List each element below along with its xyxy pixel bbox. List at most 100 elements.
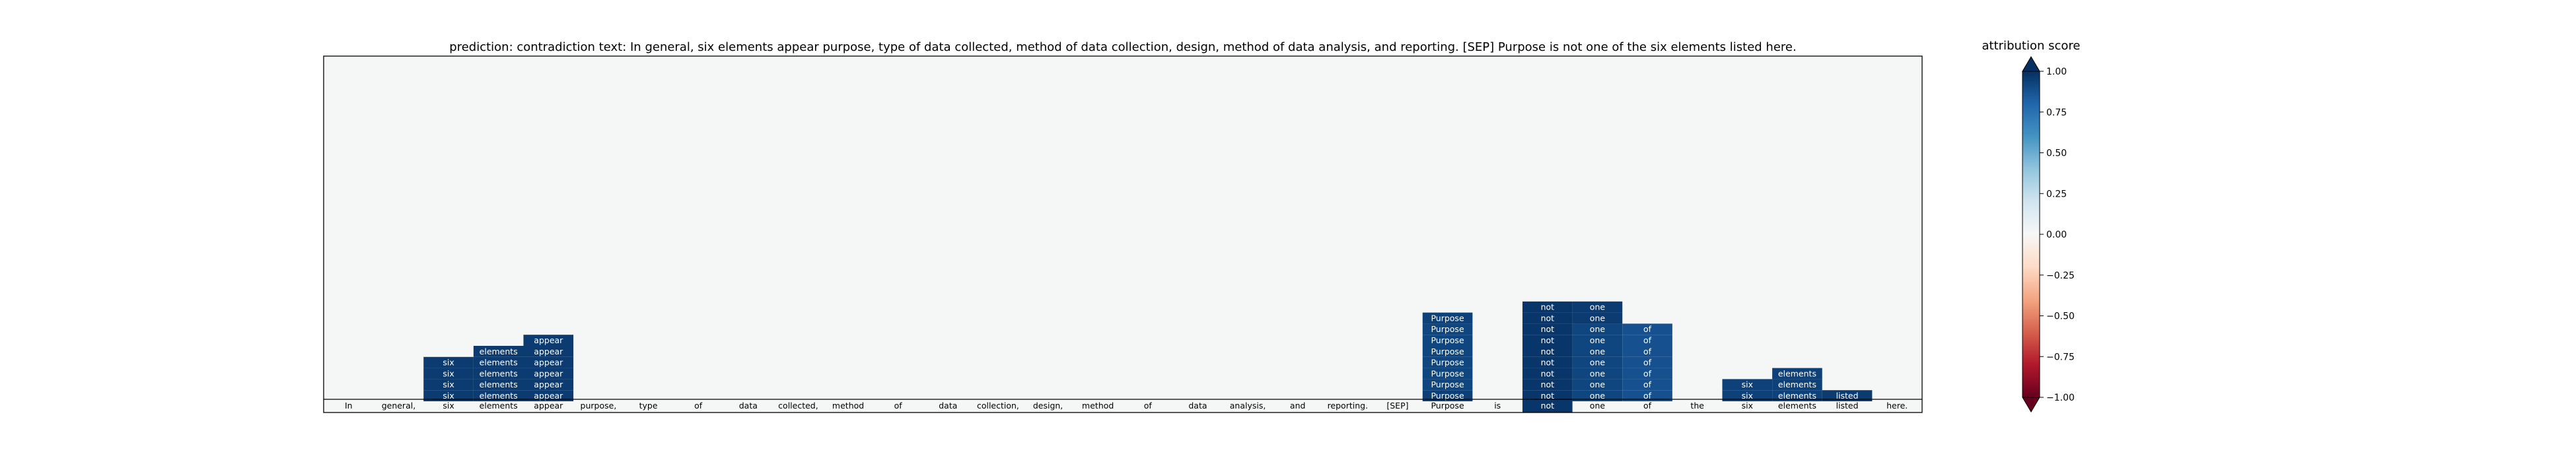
colorbar-tick-label: 0.00	[2046, 230, 2067, 240]
attribution-cell	[1572, 379, 1623, 391]
token-label: not	[1541, 401, 1555, 411]
colorbar: attribution score 1.00 0.75 0.50 0.25 0.00 −0…	[1982, 39, 2081, 412]
heatmap-cells: In general, six elements appear purpose, type o…	[345, 301, 1908, 412]
attribution-cell-label: of	[1643, 335, 1652, 345]
attribution-cell	[1422, 368, 1473, 380]
attribution-cell-label: of	[1643, 324, 1652, 334]
attribution-cell	[523, 368, 574, 380]
attribution-cell-label: Purpose	[1431, 391, 1464, 401]
attribution-cell-label: one	[1590, 324, 1606, 334]
attribution-cell	[1422, 335, 1473, 346]
attribution-cell-label: elements	[480, 380, 518, 389]
attribution-cell	[1522, 356, 1573, 368]
attribution-cell-label: one	[1590, 391, 1606, 401]
attribution-cell	[1622, 356, 1672, 368]
attribution-cell	[1622, 390, 1672, 401]
attribution-cell-label: appear	[534, 380, 563, 389]
attribution-cell-label: Purpose	[1431, 346, 1464, 356]
token-label: data	[739, 401, 758, 411]
attribution-cell	[1622, 346, 1672, 357]
attribution-cell-label: one	[1590, 302, 1606, 312]
token-label: one	[1590, 401, 1606, 411]
attribution-cell	[1422, 323, 1473, 335]
attribution-cell-label: appear	[534, 368, 563, 378]
token-label: method	[832, 401, 864, 411]
attribution-cell-label: not	[1541, 346, 1555, 356]
colorbar-gradient	[2022, 71, 2040, 398]
attribution-cell	[1772, 368, 1822, 380]
attribution-cell-label: Purpose	[1431, 358, 1464, 368]
colorbar-tick-label: −0.50	[2046, 312, 2075, 322]
token-label: data	[1188, 401, 1207, 411]
token-label: In	[345, 401, 353, 411]
colorbar-tick-label: −1.00	[2046, 393, 2075, 403]
colorbar-label: attribution score	[1982, 39, 2081, 53]
token-label: of	[894, 401, 903, 411]
colorbar-ticks: 1.00 0.75 0.50 0.25 0.00 −0.25 −0.50 −0.75 −1.00	[2040, 67, 2075, 403]
attribution-cell	[1522, 379, 1573, 391]
attribution-cell-label: elements	[480, 358, 518, 368]
attribution-cell	[1572, 346, 1623, 357]
attribution-cell-label: one	[1590, 335, 1606, 345]
attribution-cell-label: not	[1541, 302, 1555, 312]
attribution-cell-label: elements	[480, 391, 518, 401]
attribution-cell	[473, 379, 524, 391]
attribution-cell-label: elements	[1778, 391, 1816, 401]
attribution-cell	[1822, 390, 1873, 401]
attribution-cell-label: six	[443, 358, 454, 368]
attribution-cell-label: elements	[1778, 380, 1816, 389]
attribution-cell	[523, 335, 574, 346]
attribution-cell-label: of	[1643, 391, 1652, 401]
attribution-cell-label: not	[1541, 368, 1555, 378]
attribution-cell-label: of	[1643, 358, 1652, 368]
attribution-cell	[1772, 379, 1822, 391]
attribution-cell-label: of	[1643, 380, 1652, 389]
token-label: design,	[1033, 401, 1063, 411]
token-label: here.	[1886, 401, 1908, 411]
plot-frame	[323, 55, 1923, 413]
token-label: analysis,	[1230, 401, 1266, 411]
attribution-cell	[1422, 312, 1473, 324]
attribution-cell	[473, 346, 524, 357]
attribution-cell-label: not	[1541, 380, 1555, 389]
colorbar-extend-top	[2022, 56, 2040, 72]
token-label: general,	[382, 401, 415, 411]
chart-title: prediction: contradiction text: In gener…	[449, 40, 1796, 54]
attribution-cell-label: appear	[534, 358, 563, 368]
attribution-cell-label: six	[1742, 380, 1753, 389]
token-label: elements	[1778, 401, 1816, 411]
colorbar-tick-label: 1.00	[2046, 67, 2067, 77]
attribution-cell	[1522, 368, 1573, 380]
attribution-cell	[473, 390, 524, 401]
attribution-cell-label: appear	[534, 391, 563, 401]
token-label: the	[1690, 401, 1704, 411]
attribution-cell	[1522, 335, 1573, 346]
token-label: type	[639, 401, 658, 411]
attribution-cell	[1772, 390, 1822, 401]
token-label: appear	[534, 401, 563, 411]
attribution-cell	[423, 390, 474, 401]
token-label: purpose,	[581, 401, 617, 411]
attribution-cell	[1572, 323, 1623, 335]
token-label: and	[1290, 401, 1306, 411]
attribution-cell	[423, 379, 474, 391]
token-label: is	[1494, 401, 1501, 411]
token-label: listed	[1836, 401, 1859, 411]
attribution-cell	[1572, 368, 1623, 380]
token-label: data	[939, 401, 957, 411]
attribution-cell-label: not	[1541, 391, 1555, 401]
attribution-cell-label: elements	[480, 346, 518, 356]
attribution-cell-label: not	[1541, 358, 1555, 368]
attribution-cell	[1522, 323, 1573, 335]
attribution-cell	[523, 379, 574, 391]
attribution-cell-label: six	[443, 391, 454, 401]
attribution-cell-label: elements	[480, 368, 518, 378]
attribution-cell	[1572, 312, 1623, 324]
attribution-cell-label: one	[1590, 313, 1606, 323]
token-label: [SEP]	[1386, 401, 1408, 411]
attribution-cell-label: six	[443, 380, 454, 389]
colorbar-tick-label: −0.75	[2046, 352, 2075, 362]
attribution-cell	[1622, 379, 1672, 391]
attribution-cell	[1622, 335, 1672, 346]
